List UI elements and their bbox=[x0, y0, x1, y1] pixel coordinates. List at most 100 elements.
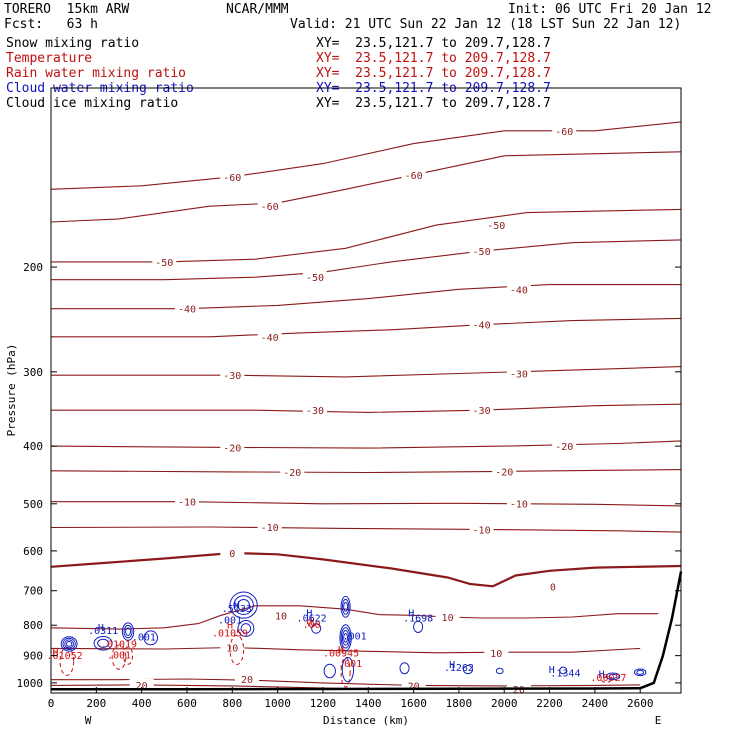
isotherm-label: -50 bbox=[487, 221, 505, 232]
x-tick-label: 600 bbox=[177, 697, 197, 710]
field-xy-snow: XY= 23.5,121.7 to 209.7,128.7 bbox=[316, 36, 551, 51]
cloud-water-contour bbox=[121, 622, 135, 641]
rain-contour bbox=[123, 646, 134, 665]
field-name-temperature: Temperature bbox=[6, 51, 93, 66]
isotherm-label-bg bbox=[506, 497, 531, 510]
rain-water-max-label: .01019 bbox=[101, 639, 137, 650]
isotherm-label: 0 bbox=[550, 582, 556, 593]
cloud-water-contour bbox=[143, 630, 159, 646]
isotherm-label: -60 bbox=[261, 202, 279, 213]
isotherm-line bbox=[50, 440, 682, 449]
cloud-water-contour bbox=[93, 636, 113, 651]
valid-time: Valid: 21 UTC Sun 22 Jan 12 (18 LST Sun … bbox=[290, 17, 682, 32]
isotherm-label-bg bbox=[302, 271, 327, 284]
maximum-h-marker: H bbox=[599, 670, 605, 681]
isotherm-label-bg bbox=[401, 168, 426, 181]
rain-contour bbox=[111, 644, 127, 670]
y-tick-label: 1000 bbox=[17, 677, 44, 690]
isotherm-label: -40 bbox=[178, 305, 196, 316]
isotherm-label-bg bbox=[469, 245, 494, 258]
isotherm-line bbox=[50, 551, 682, 588]
isotherm-label: -20 bbox=[283, 468, 301, 479]
cloud-water-max-label: .001 bbox=[218, 616, 242, 627]
cloud-water-contour bbox=[413, 620, 424, 633]
field-xy-rain: XY= 23.5,121.7 to 209.7,128.7 bbox=[316, 66, 551, 81]
x-axis-label: Distance (km) bbox=[323, 714, 409, 727]
isotherm-label-bg bbox=[552, 440, 577, 453]
isotherm-label-bg bbox=[234, 672, 259, 685]
x-tick-label: 0 bbox=[48, 697, 55, 710]
field-name-snow: Snow mixing ratio bbox=[6, 36, 140, 51]
isotherm-label: 20 bbox=[241, 675, 253, 686]
maximum-h-marker: H bbox=[227, 620, 233, 631]
x-tick-label: 400 bbox=[132, 697, 152, 710]
isotherm-label-bg bbox=[129, 678, 154, 691]
cloud-water-contour bbox=[123, 624, 133, 639]
isotherm-label-bg bbox=[469, 318, 494, 331]
isotherm-label-bg bbox=[469, 404, 494, 417]
y-tick-label: 400 bbox=[23, 440, 43, 453]
isotherm-label-bg bbox=[174, 495, 199, 508]
y-axis-label: Pressure (hPa) bbox=[5, 344, 18, 437]
cloud-water-contour bbox=[60, 636, 78, 652]
isotherm-label: -60 bbox=[555, 127, 573, 138]
axes-layer: 0 200 400 600 800 1000 1200 1400 1600 1800 2000 220… bbox=[17, 261, 681, 710]
cloud-contour-layer bbox=[60, 591, 647, 683]
maximum-h-marker: H bbox=[449, 660, 455, 671]
isotherm-label-bg bbox=[220, 369, 245, 382]
cloud-water-contour bbox=[343, 601, 349, 612]
cloud-water-contour bbox=[125, 627, 131, 636]
cloud-water-max-label: .0622 bbox=[297, 613, 327, 624]
isotherm-label-bg bbox=[152, 255, 177, 268]
cloud-water-contour bbox=[559, 666, 568, 675]
isotherm-line bbox=[51, 239, 682, 281]
isotherm-label-bg bbox=[257, 521, 282, 534]
cloud-water-max-label: .0311 bbox=[88, 626, 118, 637]
isotherm-label-bg bbox=[484, 646, 509, 659]
field-xy-temperature: XY= 23.5,121.7 to 209.7,128.7 bbox=[316, 51, 551, 66]
isotherm-label: -30 bbox=[473, 406, 491, 417]
x-tick-label: 2000 bbox=[491, 697, 518, 710]
maximum-h-marker: H bbox=[338, 645, 344, 656]
isotherm-label-bg bbox=[220, 547, 245, 560]
isotherm-label: -50 bbox=[306, 273, 324, 284]
cloud-water-contour bbox=[608, 673, 618, 679]
isotherm-label-bg bbox=[484, 219, 509, 232]
field-xy-cloud-ice: XY= 23.5,121.7 to 209.7,128.7 bbox=[316, 96, 551, 111]
y-tick-label: 600 bbox=[23, 545, 43, 558]
isotherm-label: -50 bbox=[473, 247, 491, 258]
cloud-water-max-label: .1262 bbox=[444, 663, 474, 674]
isotherm-label: -40 bbox=[510, 285, 528, 296]
isotherm-label-bg bbox=[268, 609, 293, 622]
isotherm-line bbox=[50, 121, 682, 190]
cloud-water-contour bbox=[341, 598, 350, 615]
isotherm-line bbox=[50, 469, 682, 474]
rain-water-max-label: .01059 bbox=[212, 628, 248, 639]
isotherm-label: -50 bbox=[155, 258, 173, 269]
isotherm-label-bg bbox=[257, 200, 282, 213]
cloud-water-max-label: .001 bbox=[343, 631, 367, 642]
cloud-water-contour bbox=[65, 640, 73, 647]
cloud-water-contour bbox=[339, 624, 352, 652]
isotherm-label: 10 bbox=[442, 613, 454, 624]
cloud-water-contour bbox=[341, 630, 350, 646]
cloud-water-contour bbox=[340, 595, 351, 618]
rain-water-max-label: .00027 bbox=[590, 673, 626, 684]
maximum-h-marker: H bbox=[53, 647, 59, 658]
terrain-surface bbox=[51, 571, 683, 691]
maximum-h-marker: H bbox=[98, 623, 104, 634]
isotherm-line bbox=[50, 646, 641, 654]
field-name-cloud-ice: Cloud ice mixing ratio bbox=[6, 96, 179, 111]
isotherm-label: -40 bbox=[473, 321, 491, 332]
isotherm-label: 10 bbox=[275, 611, 287, 622]
x-tick-label: 1800 bbox=[446, 697, 473, 710]
rain-water-max-label: .001 bbox=[107, 651, 131, 662]
isotherm-label-bg bbox=[174, 302, 199, 315]
y-tick-label: 200 bbox=[23, 261, 43, 274]
rain-water-max-label: .01052 bbox=[47, 651, 83, 662]
isotherm-label: -20 bbox=[495, 467, 513, 478]
isotherm-label: 20 bbox=[408, 681, 420, 692]
cloud-water-contour bbox=[323, 663, 336, 679]
model-name: TORERO 15km ARW bbox=[4, 2, 130, 17]
